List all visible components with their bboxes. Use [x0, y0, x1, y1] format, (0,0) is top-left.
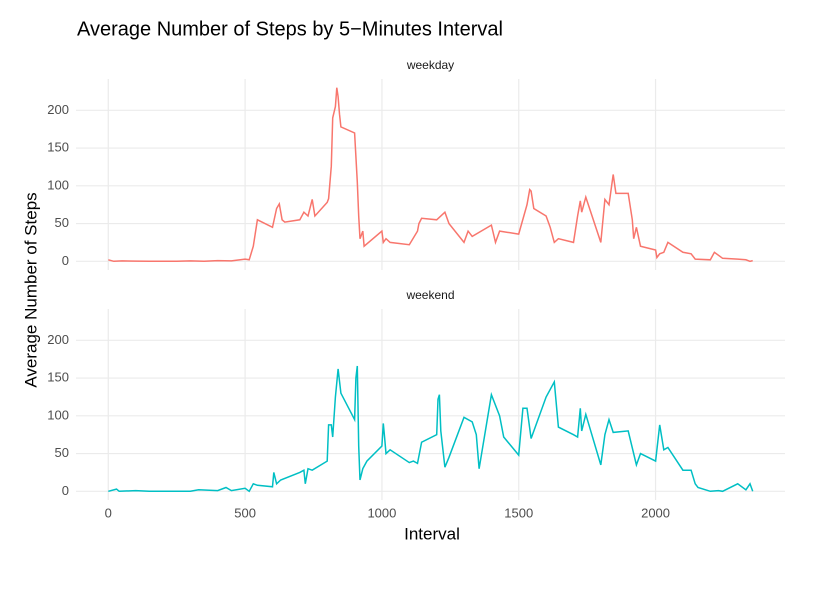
- x-tick-label: 1500: [504, 505, 533, 520]
- y-tick-label: 200: [47, 332, 69, 347]
- y-tick-label: 200: [47, 102, 69, 117]
- x-tick-label: 0: [105, 505, 112, 520]
- x-tick-label: 2000: [641, 505, 670, 520]
- y-tick-label: 100: [47, 407, 69, 422]
- y-tick-label: 150: [47, 370, 69, 385]
- strip-label: weekday: [406, 58, 454, 72]
- chart-title: Average Number of Steps by 5−Minutes Int…: [77, 18, 503, 40]
- y-tick-label: 100: [47, 177, 69, 192]
- x-tick-label: 500: [234, 505, 256, 520]
- y-tick-label: 50: [55, 215, 69, 230]
- x-tick-label: 1000: [367, 505, 396, 520]
- y-tick-label: 150: [47, 140, 69, 155]
- data-line: [108, 87, 753, 263]
- y-tick-label: 0: [62, 253, 69, 268]
- x-axis-label: Interval: [404, 524, 460, 543]
- strip-label: weekend: [405, 288, 454, 302]
- y-tick-label: 50: [55, 445, 69, 460]
- y-axis-label: Average Number of Steps: [21, 192, 40, 387]
- y-tick-label: 0: [62, 483, 69, 498]
- data-line: [108, 365, 754, 493]
